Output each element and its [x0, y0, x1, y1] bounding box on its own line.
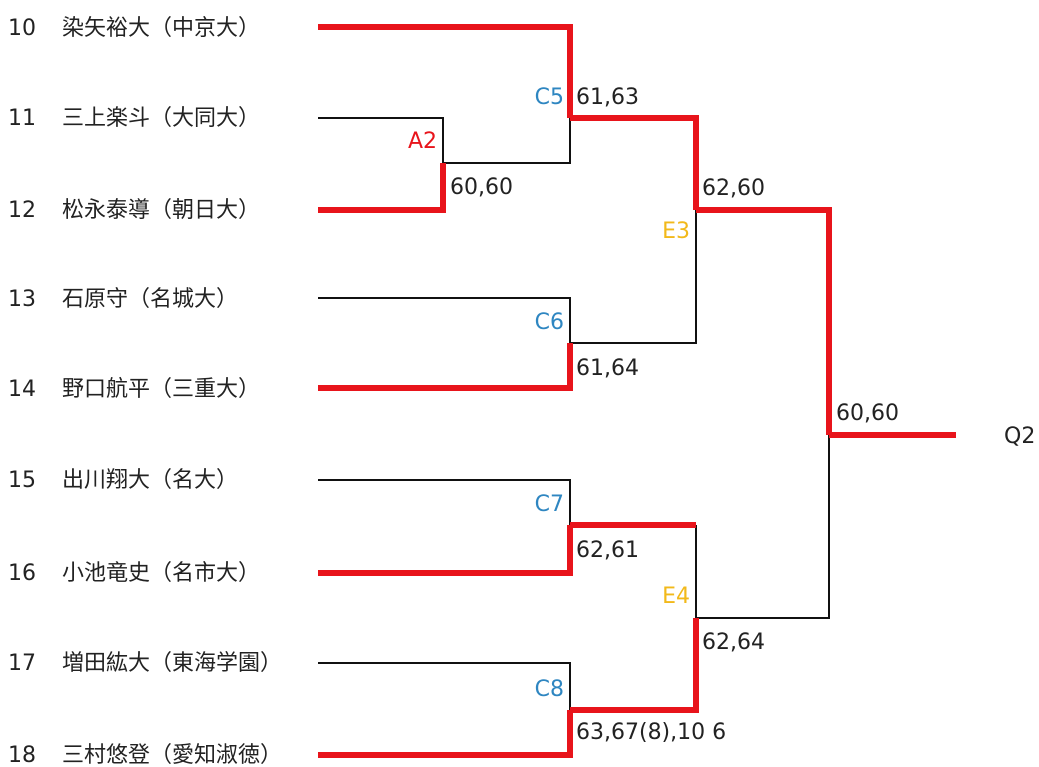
line-12-winner — [318, 163, 446, 213]
seed-12: 12 — [8, 198, 36, 223]
line-a2-to-c5-lower — [443, 118, 571, 164]
line-e3-lower-to-final — [696, 435, 830, 619]
seed-11: 11 — [8, 106, 36, 131]
score-c6: 61,64 — [576, 356, 639, 381]
match-code-e4: E4 — [662, 584, 690, 609]
player-list: 10 染矢裕大（中京大） 11 三上楽斗（大同大） 12 松永泰導（朝日大） 1… — [8, 16, 282, 767]
player-13-name: 石原守（名城大） — [62, 287, 238, 312]
score-a2: 60,60 — [450, 175, 513, 200]
player-16-name: 小池竜史（名市大） — [62, 561, 260, 586]
score-e3: 62,60 — [702, 176, 765, 201]
player-18-name: 三村悠登（愛知淑徳） — [62, 743, 282, 767]
scores: 60,60 61,63 61,64 62,61 63,67(8),10 6 62… — [450, 85, 899, 745]
match-code-c8: C8 — [535, 677, 564, 702]
qualifier-label: Q2 — [1004, 424, 1035, 449]
player-14-name: 野口航平（三重大） — [62, 377, 260, 402]
score-c5: 61,63 — [576, 85, 639, 110]
player-15-name: 出川翔大（名大） — [62, 468, 238, 493]
line-11-loser — [318, 117, 444, 163]
player-10-name: 染矢裕大（中京大） — [62, 16, 260, 41]
line-c8-winner — [570, 618, 699, 713]
line-c5-winner — [570, 115, 699, 210]
seed-15: 15 — [8, 468, 36, 493]
match-code-a2: A2 — [408, 129, 437, 154]
line-16-winner — [318, 525, 573, 576]
match-code-c5: C5 — [535, 85, 564, 110]
match-codes: A2 C5 C6 C7 C8 E3 E4 — [408, 85, 690, 702]
loser-lines — [318, 117, 830, 710]
line-17-loser — [318, 662, 571, 710]
seed-10: 10 — [8, 16, 36, 41]
match-code-c6: C6 — [535, 310, 564, 335]
match-code-c7: C7 — [535, 492, 564, 517]
player-12-name: 松永泰導（朝日大） — [62, 198, 260, 223]
winner-lines — [318, 24, 956, 758]
line-13-loser — [318, 297, 571, 343]
score-e4: 62,64 — [702, 630, 765, 655]
seed-14: 14 — [8, 377, 36, 402]
seed-17: 17 — [8, 651, 36, 676]
line-10-winner — [318, 24, 573, 118]
line-c6-to-e3 — [570, 210, 697, 344]
player-11-name: 三上楽斗（大同大） — [62, 106, 260, 131]
seed-16: 16 — [8, 561, 36, 586]
line-15-loser — [318, 479, 571, 525]
line-e3-winner — [696, 207, 832, 435]
seed-18: 18 — [8, 743, 36, 767]
line-14-winner — [318, 343, 573, 391]
seed-13: 13 — [8, 287, 36, 312]
score-final: 60,60 — [836, 401, 899, 426]
score-c8: 63,67(8),10 6 — [576, 720, 726, 745]
player-17-name: 増田紘大（東海学園） — [62, 651, 282, 676]
line-18-winner — [318, 710, 573, 758]
match-code-e3: E3 — [662, 219, 690, 244]
score-c7: 62,61 — [576, 538, 639, 563]
